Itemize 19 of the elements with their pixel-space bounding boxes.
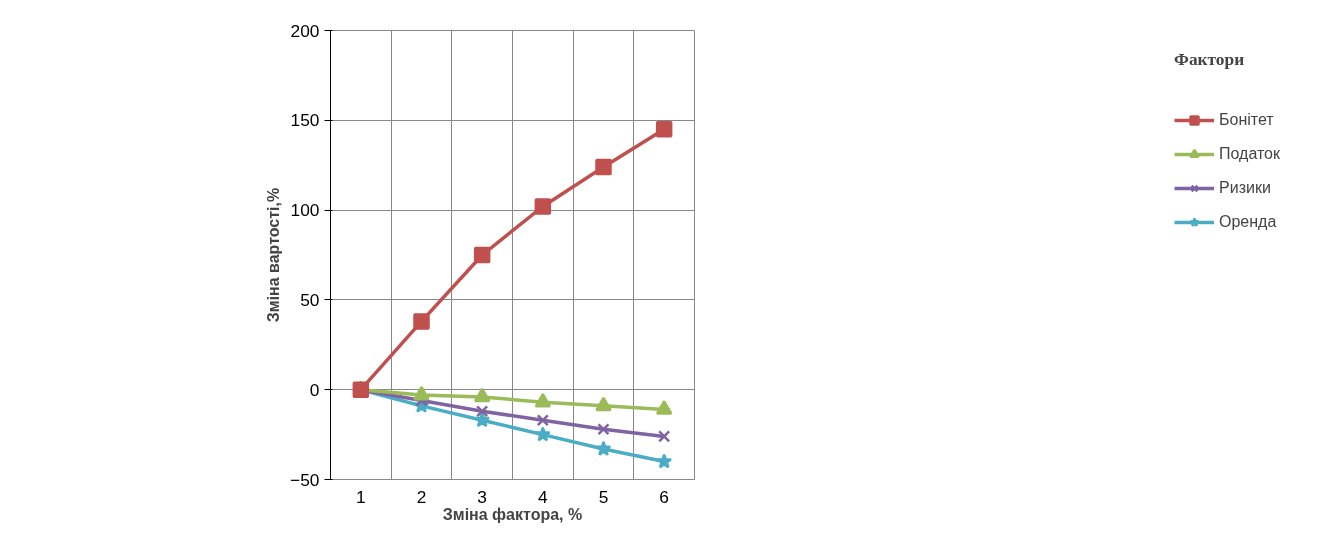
y-tick-label: 100: [290, 200, 320, 221]
x-tick-label: 2: [416, 486, 427, 507]
x-tick-label: 5: [598, 486, 609, 507]
legend-label: Оренда: [1219, 213, 1277, 231]
legend-label: Ризики: [1219, 179, 1271, 197]
x-tick-label: 6: [659, 486, 669, 507]
y-tick-label: 200: [290, 20, 320, 41]
y-tick-label: 0: [309, 379, 320, 400]
legend-label: Бонітет: [1219, 111, 1274, 129]
legend-title: Фактори: [1174, 50, 1246, 70]
x-tick-label: 4: [538, 486, 549, 507]
y-tick-label: 50: [300, 289, 320, 310]
y-tick-label: −50: [290, 469, 320, 490]
y-axis-title: Зміна вартості,%: [265, 187, 283, 323]
y-tick-label: 150: [290, 110, 320, 131]
legend-label: Податок: [1219, 145, 1280, 163]
x-tick-label: 3: [477, 486, 487, 507]
x-axis-title: Зміна фактора, %: [442, 505, 583, 523]
x-tick-label: 1: [356, 486, 366, 507]
